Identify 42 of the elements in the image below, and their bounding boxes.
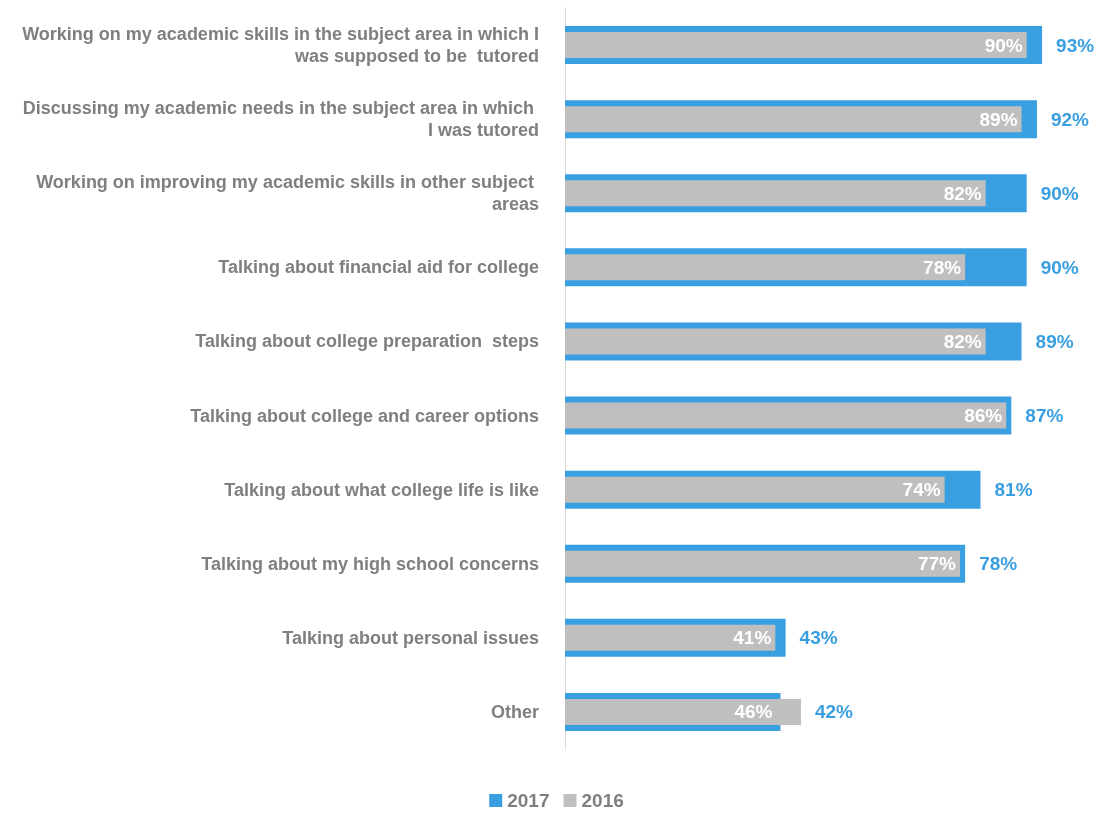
bar <box>565 254 966 281</box>
data-label: 46% <box>734 701 773 723</box>
y-tick-label: Talking about college and career options <box>190 405 539 426</box>
data-label: 92% <box>1050 108 1090 130</box>
y-tick-label: Other <box>490 701 539 722</box>
data-label: 89% <box>979 108 1018 130</box>
data-label: 78% <box>923 256 962 278</box>
data-label: 90% <box>984 34 1023 56</box>
data-label: 89% <box>1035 330 1074 352</box>
data-label: 77% <box>917 553 957 575</box>
data-label: 81% <box>994 479 1033 501</box>
bar <box>565 698 801 725</box>
data-label: 82% <box>943 182 982 204</box>
y-tick-label: Talking about college preparation steps <box>195 331 539 352</box>
data-label: 78% <box>979 553 1018 575</box>
data-label: 87% <box>1025 405 1064 427</box>
data-label: 82% <box>943 330 982 352</box>
y-tick-label: Working on my academic skills in the subject area in which I was supposed to be tutored <box>22 24 539 67</box>
bar <box>565 550 961 577</box>
bar <box>565 624 776 651</box>
y-tick-label: Discussing my academic needs in the subject area in which I was tutored <box>22 98 539 141</box>
y-tick-label: Talking about my high school concerns <box>201 553 539 574</box>
bar <box>565 476 945 503</box>
data-label: 41% <box>733 627 772 649</box>
y-tick-label: Working on improving my academic skills in other subject areas <box>36 172 539 215</box>
bar <box>565 180 986 207</box>
y-tick-label: Talking about personal issues <box>282 627 539 648</box>
bar <box>565 106 1022 133</box>
data-label: 74% <box>902 479 941 501</box>
bar <box>565 328 986 355</box>
bar <box>565 402 1007 429</box>
bar <box>565 32 1027 59</box>
y-tick-label: Talking about what college life is like <box>224 479 539 500</box>
data-label: 90% <box>1040 182 1079 204</box>
data-label: 90% <box>1040 256 1079 278</box>
data-label: 43% <box>799 627 838 649</box>
data-label: 42% <box>814 701 854 723</box>
data-label: 86% <box>964 405 1003 427</box>
legend-label: 2017 <box>507 790 550 811</box>
y-tick-label: Talking about financial aid for college <box>218 257 539 278</box>
data-label: 93% <box>1056 34 1095 56</box>
legend-label: 2016 <box>581 790 624 811</box>
